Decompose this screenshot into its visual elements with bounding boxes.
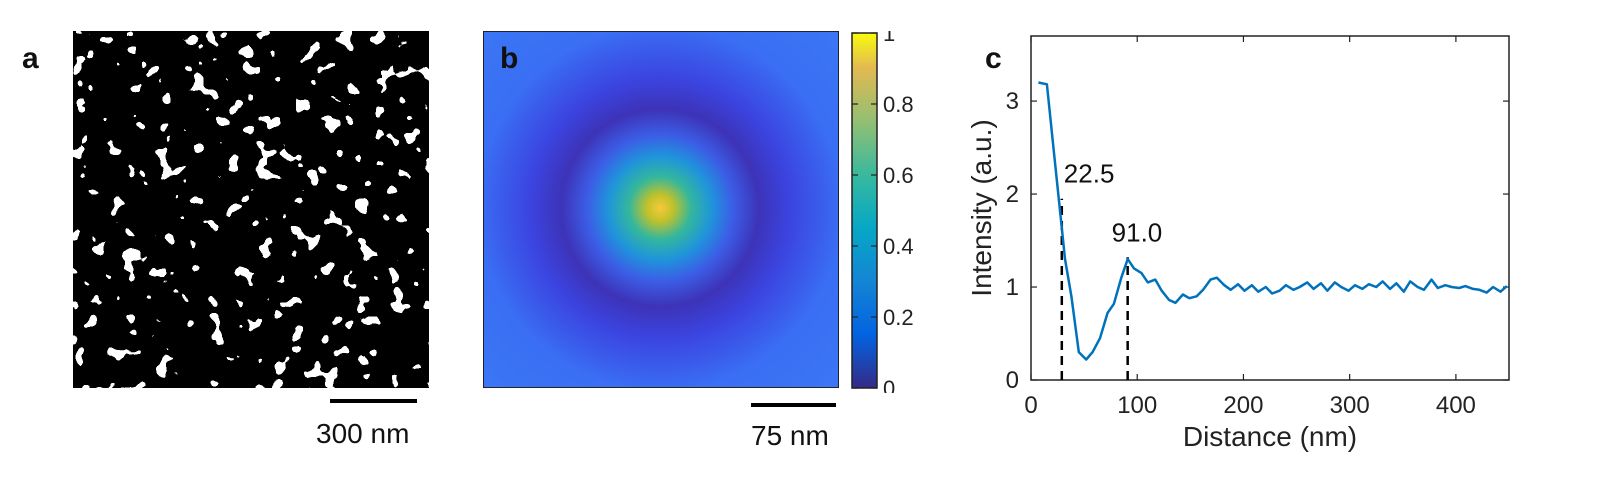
colorbar-tick-label: 0.6 bbox=[883, 163, 914, 188]
panel-b-heatmap bbox=[483, 31, 839, 388]
y-tick-label: 3 bbox=[1006, 88, 1019, 115]
colorbar-tick-label: 0.2 bbox=[883, 305, 914, 330]
y-tick-label: 2 bbox=[1006, 181, 1019, 208]
x-tick-label: 0 bbox=[1024, 392, 1037, 419]
panel-b-colorbar: 0 0.2 0.4 0.6 0.8 1 bbox=[851, 31, 914, 393]
panel-c-letter: c bbox=[985, 42, 1002, 75]
plot-frame bbox=[1030, 35, 1510, 381]
x-tick-label: 200 bbox=[1223, 392, 1263, 419]
x-tick-label: 400 bbox=[1436, 392, 1476, 419]
panel-c-line-chart: 0 100 200 300 400 0 1 2 3 Distance (nm) Intensity … bbox=[966, 35, 1510, 452]
annotation-label: 91.0 bbox=[1112, 217, 1163, 247]
panel-b-scalebar-label: 75 nm bbox=[751, 420, 829, 451]
colorbar-tick-label: 0.8 bbox=[883, 92, 914, 117]
series-line bbox=[1038, 81, 1508, 361]
panel-b-letter: b bbox=[500, 42, 519, 75]
y-tick-label: 0 bbox=[1006, 367, 1019, 394]
panel-a-letter: a bbox=[22, 42, 39, 75]
colorbar-tick-label: 0 bbox=[883, 376, 895, 393]
y-axis-label: Intensity (a.u.) bbox=[966, 119, 997, 296]
panel-a-scalebar-label: 300 nm bbox=[316, 418, 410, 449]
y-tick-label: 1 bbox=[1006, 274, 1019, 301]
panel-b-scalebar bbox=[751, 403, 836, 407]
x-axis-label: Distance (nm) bbox=[1183, 421, 1357, 452]
colorbar-tick-label: 1 bbox=[883, 31, 895, 46]
annotation-label: 22.5 bbox=[1064, 159, 1115, 189]
x-tick-label: 100 bbox=[1117, 392, 1157, 419]
x-tick-label: 300 bbox=[1330, 392, 1370, 419]
panel-a-scalebar bbox=[330, 399, 417, 403]
panel-a-binary-image bbox=[73, 31, 429, 388]
colorbar-tick-label: 0.4 bbox=[883, 234, 914, 259]
